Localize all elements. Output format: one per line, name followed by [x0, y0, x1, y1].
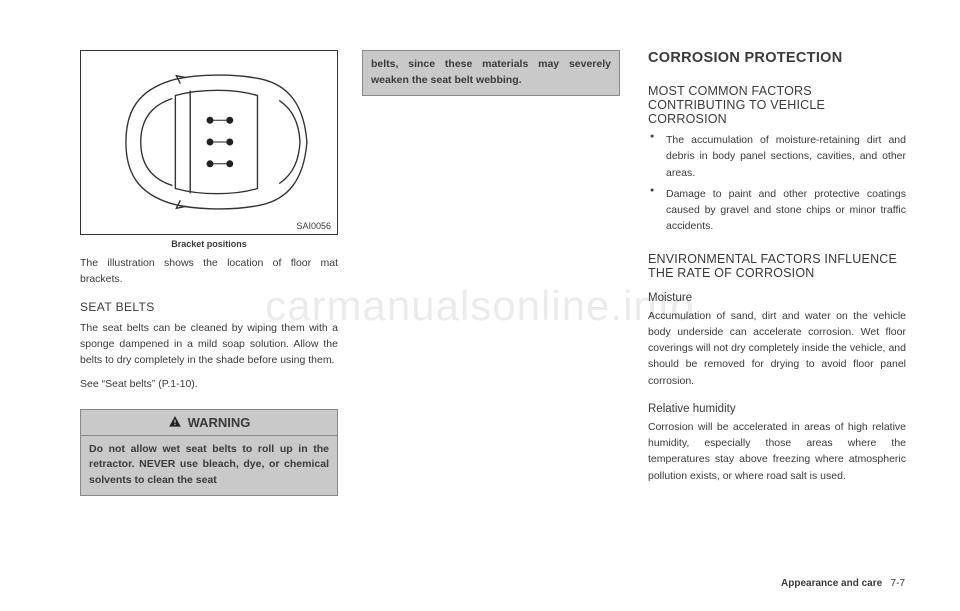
warning-label: WARNING: [188, 415, 251, 430]
footer-page-number: 7-7: [891, 578, 905, 589]
figure-code: SAI0056: [296, 221, 331, 231]
column-1: SAI0056 Bracket positions The illustrati…: [80, 50, 338, 581]
figure-bracket-positions: SAI0056: [80, 50, 338, 235]
paragraph: The illustration shows the location of f…: [80, 255, 338, 288]
paragraph: Accumulation of sand, dirt and water on …: [648, 308, 906, 389]
warning-header: WARNING: [80, 409, 338, 436]
heading-moisture: Moisture: [648, 292, 906, 304]
paragraph: The seat belts can be cleaned by wiping …: [80, 320, 338, 369]
figure-caption: Bracket positions: [80, 239, 338, 249]
heading-humidity: Relative humidity: [648, 403, 906, 415]
warning-icon: [168, 415, 182, 429]
column-2: belts, since these materials may severel…: [362, 50, 620, 581]
warning-continuation: belts, since these materials may severel…: [362, 50, 620, 96]
list-item: The accumulation of moisture-retaining d…: [648, 132, 906, 181]
column-3: CORROSION PROTECTION MOST COMMON FACTORS…: [648, 50, 906, 581]
heading-corrosion-protection: CORROSION PROTECTION: [648, 50, 906, 66]
page-footer: Appearance and care 7-7: [781, 578, 905, 589]
heading-seat-belts: SEAT BELTS: [80, 300, 338, 314]
footer-section: Appearance and care: [781, 578, 882, 589]
warning-box: WARNING Do not allow wet seat belts to r…: [80, 409, 338, 496]
list-item: Damage to paint and other protective coa…: [648, 186, 906, 235]
bullet-list: The accumulation of moisture-retaining d…: [648, 132, 906, 240]
page-content: SAI0056 Bracket positions The illustrati…: [0, 0, 960, 611]
car-top-view-illustration: [81, 51, 337, 234]
heading-environmental-factors: ENVIRONMENTAL FACTORS INFLUENCE THE RATE…: [648, 252, 906, 280]
heading-common-factors: MOST COMMON FACTORS CONTRIBUTING TO VEHI…: [648, 84, 906, 126]
paragraph: See “Seat belts” (P.1-10).: [80, 376, 338, 392]
paragraph: Corrosion will be accelerated in areas o…: [648, 419, 906, 484]
warning-body-text: Do not allow wet seat belts to roll up i…: [80, 436, 338, 496]
